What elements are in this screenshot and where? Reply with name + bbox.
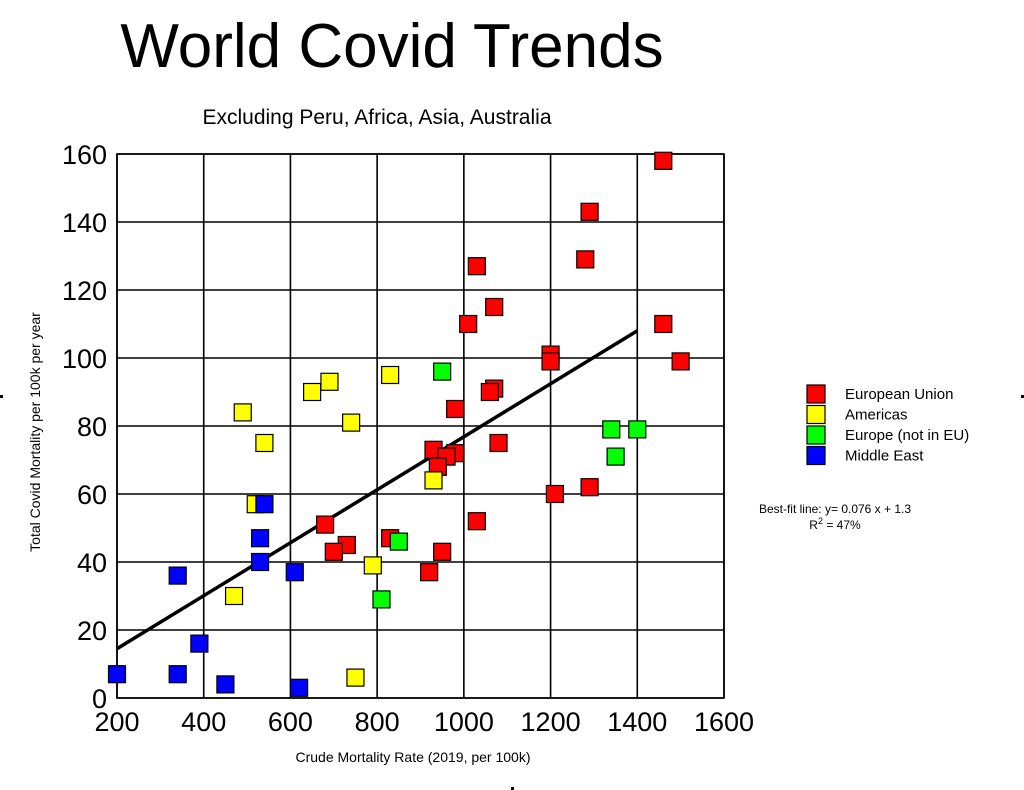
- data-point: [250, 529, 270, 548]
- fit-equation: Best-fit line: y= 0.076 x + 1.3: [759, 502, 911, 516]
- data-point: [255, 433, 274, 453]
- data-point: [628, 420, 647, 439]
- data-point: [233, 403, 252, 422]
- data-point: [545, 484, 565, 504]
- y-tick-label: 0: [92, 684, 107, 714]
- data-point: [446, 399, 465, 419]
- y-tick-label: 40: [77, 548, 107, 578]
- data-point: [216, 675, 235, 694]
- data-point: [671, 352, 690, 371]
- legend-swatch: [806, 384, 826, 404]
- corner-marks: [0, 395, 1024, 790]
- data-point: [433, 362, 452, 381]
- x-tick-label: 800: [355, 707, 400, 737]
- data-points: [107, 151, 690, 697]
- x-tick-label: 1000: [434, 707, 494, 737]
- data-point: [372, 590, 391, 609]
- x-tick-label: 1400: [607, 707, 667, 737]
- data-point: [467, 512, 486, 531]
- data-point: [489, 433, 508, 453]
- y-tick-label: 160: [62, 140, 107, 170]
- data-point: [303, 382, 322, 402]
- data-point: [580, 478, 599, 497]
- x-tick-label: 400: [181, 707, 226, 737]
- data-point: [654, 151, 673, 170]
- x-axis-label: Crude Mortality Rate (2019, per 100k): [296, 749, 531, 765]
- data-point: [467, 257, 486, 276]
- x-tick-label: 1600: [694, 707, 754, 737]
- data-point: [606, 447, 625, 466]
- corner-mark-left: [0, 395, 3, 398]
- x-tick-labels: 200 400 600 800 1000 1200 1400 1600: [94, 707, 754, 737]
- corner-mark-right: [1021, 395, 1024, 398]
- data-point: [424, 471, 443, 490]
- data-point: [190, 634, 209, 653]
- fit-annotation: Best-fit line: y= 0.076 x + 1.3 R2 = 47%: [759, 502, 911, 532]
- legend-label: Middle East: [845, 448, 924, 465]
- r-squared-superscript: 2: [818, 516, 823, 526]
- legend-label: Europe (not in EU): [845, 427, 969, 444]
- data-point: [541, 352, 560, 371]
- y-tick-label: 60: [77, 480, 107, 510]
- x-tick-label: 1200: [521, 707, 581, 737]
- data-point: [342, 413, 361, 432]
- data-point: [381, 365, 400, 385]
- y-tick-label: 100: [62, 344, 107, 374]
- legend: European Union Americas Europe (not in EU)…: [806, 384, 969, 466]
- legend-swatch: [806, 445, 826, 466]
- data-point: [480, 382, 499, 402]
- data-point: [285, 563, 304, 582]
- data-point: [654, 314, 673, 334]
- r-squared-prefix: R: [809, 518, 818, 532]
- data-point: [290, 678, 309, 697]
- y-tick-labels: 0 20 40 60 80 100 120 140 160: [62, 140, 107, 714]
- data-point: [485, 297, 504, 317]
- data-point: [316, 515, 335, 534]
- corner-mark-bottom: [511, 787, 514, 790]
- legend-label: Americas: [845, 407, 908, 424]
- data-point: [389, 532, 408, 551]
- x-tick-label: 200: [94, 707, 139, 737]
- data-point: [459, 314, 478, 334]
- x-tick-label: 600: [268, 707, 313, 737]
- data-point: [346, 668, 365, 687]
- r-squared: R2 = 47%: [809, 516, 861, 532]
- data-point: [107, 665, 127, 684]
- y-tick-label: 120: [62, 276, 107, 306]
- chart-title: World Covid Trends: [120, 12, 663, 81]
- legend-label: European Union: [845, 386, 953, 403]
- r-squared-value: = 47%: [823, 518, 861, 532]
- legend-swatch: [806, 404, 826, 425]
- data-point: [580, 202, 599, 221]
- y-tick-label: 20: [77, 616, 107, 646]
- data-point: [576, 250, 595, 269]
- data-point: [168, 566, 187, 585]
- data-point: [168, 665, 187, 684]
- y-tick-label: 140: [62, 208, 107, 238]
- chart-subtitle: Excluding Peru, Africa, Asia, Australia: [202, 106, 551, 129]
- data-point: [420, 563, 439, 582]
- y-axis-label: Total Covid Mortality per 100k per year: [27, 312, 43, 552]
- data-point: [433, 542, 452, 561]
- y-tick-label: 80: [77, 412, 107, 442]
- data-point: [224, 586, 244, 606]
- best-fit-line: [116, 329, 639, 651]
- plot-frame: [116, 153, 725, 699]
- data-point: [320, 372, 339, 391]
- legend-swatch: [806, 425, 826, 445]
- data-point: [363, 556, 382, 575]
- data-point: [602, 420, 621, 439]
- data-point: [324, 542, 343, 561]
- data-point: [250, 552, 270, 572]
- data-point: [255, 495, 274, 514]
